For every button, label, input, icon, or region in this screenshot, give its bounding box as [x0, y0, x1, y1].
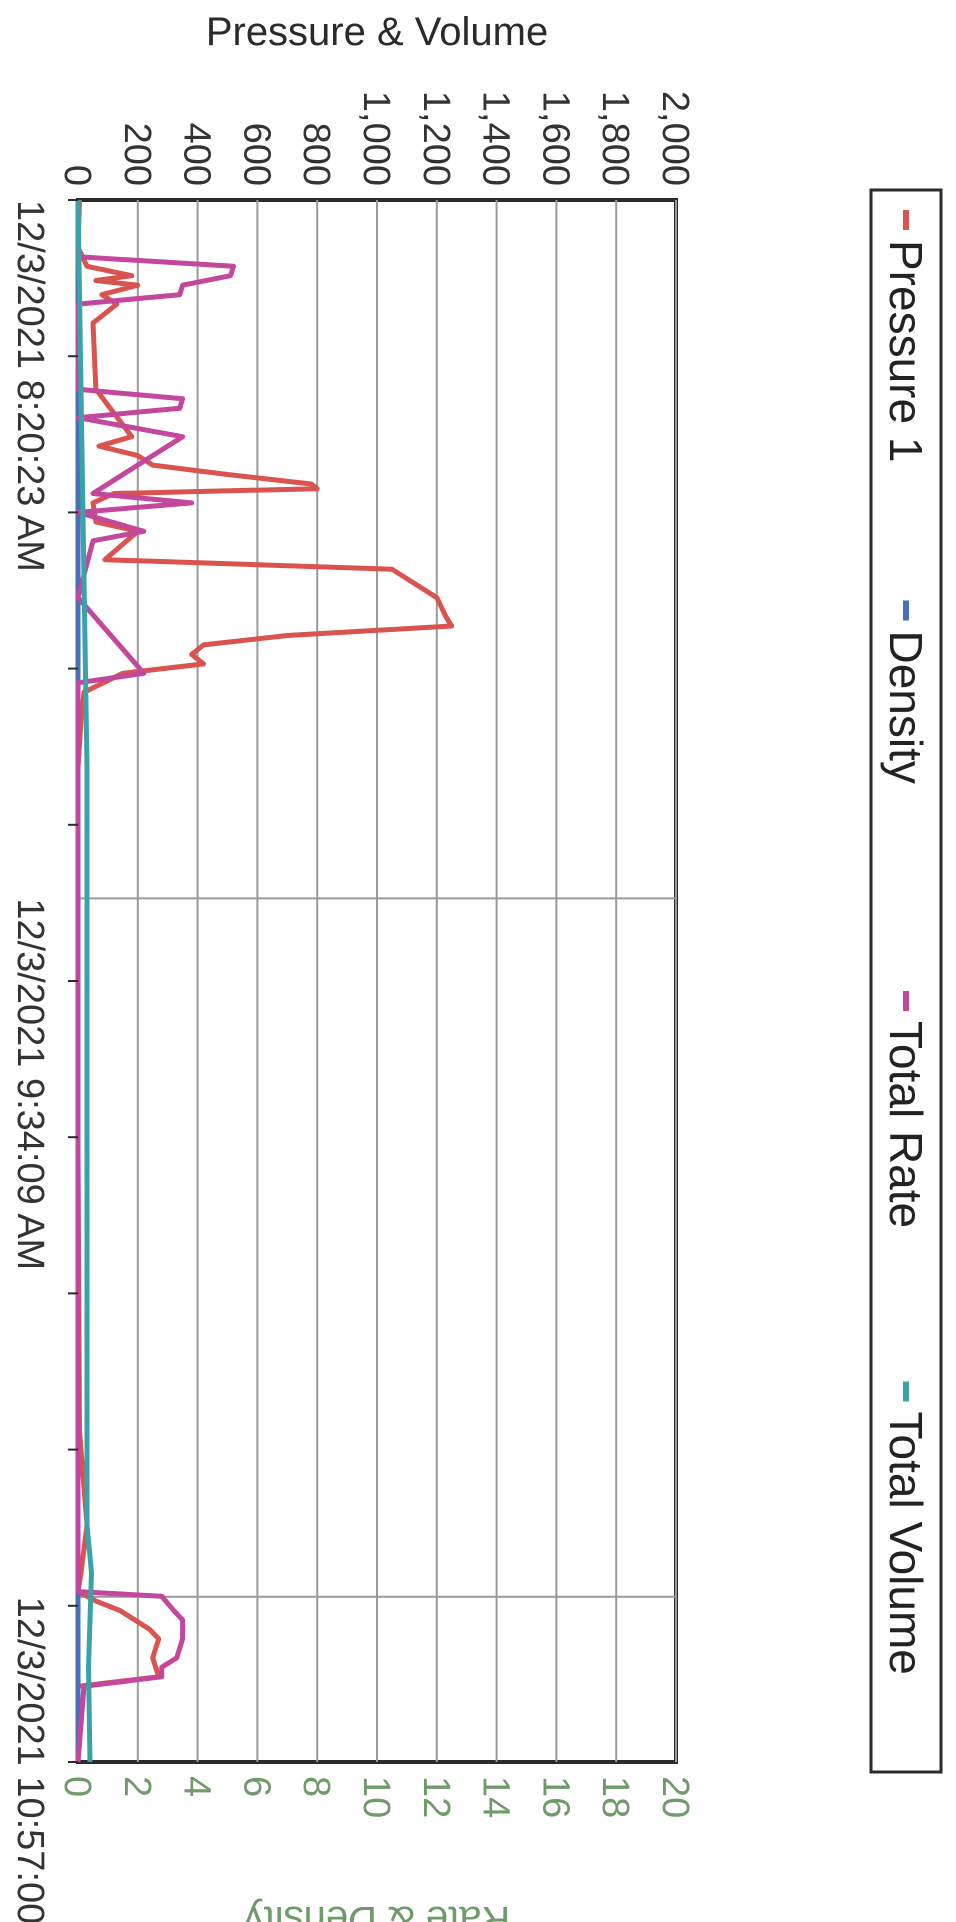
x-tick-label: 12/3/2021 9:34:09 AM: [9, 898, 51, 1270]
left-tick-label: 200: [116, 123, 158, 186]
right-axis-ticks: 0 2 4 6 8 10 12 14 16 18 20: [56, 1776, 696, 1818]
legend-label: Total Volume: [880, 1412, 932, 1675]
series-layer: [75, 199, 455, 1763]
left-tick-label: 400: [176, 123, 218, 186]
left-tick-label: 1,200: [415, 91, 457, 186]
right-tick-label: 2: [116, 1776, 158, 1797]
right-tick-label: 14: [475, 1776, 517, 1818]
right-tick-label: 16: [534, 1776, 576, 1818]
x-tick-label: 12/3/2021 10:57:00 AM: [9, 1597, 51, 1922]
left-tick-label: 1,400: [475, 91, 517, 186]
right-tick-label: 18: [594, 1776, 636, 1818]
right-tick-label: 6: [235, 1776, 277, 1797]
left-axis-title: Pressure & Volume: [206, 10, 548, 54]
left-tick-label: 1,800: [594, 91, 636, 186]
left-tick-label: 1,000: [355, 91, 397, 186]
left-tick-label: 800: [295, 123, 337, 186]
x-tick-label: 12/3/2021 8:20:23 AM: [9, 200, 51, 572]
right-tick-label: 4: [176, 1776, 218, 1797]
left-tick-label: 600: [235, 123, 277, 186]
legend-label: Total Rate: [880, 1021, 932, 1228]
legend: Pressure 1 Density Total Rate Total Volume: [869, 188, 943, 1774]
right-tick-label: 0: [56, 1776, 98, 1797]
series-line-total-volume: [75, 199, 94, 1763]
right-tick-label: 12: [415, 1776, 457, 1818]
right-tick-label: 10: [355, 1776, 397, 1818]
legend-box: [869, 188, 943, 1774]
right-tick-label: 8: [295, 1776, 337, 1797]
right-tick-label: 20: [654, 1776, 696, 1818]
left-tick-label: 2,000: [654, 91, 696, 186]
legend-label: Density: [880, 631, 932, 784]
left-tick-label: 1,600: [534, 91, 576, 186]
series-line-pressure-1: [75, 199, 455, 1762]
right-axis-title: Rate & Density: [244, 1898, 511, 1922]
left-tick-label: 0: [56, 165, 98, 186]
x-axis-ticks: 12/3/2021 8:20:23 AM 12/3/2021 9:34:09 AM…: [9, 199, 78, 1922]
left-axis-ticks: 0 200 400 600 800 1,000 1,200 1,400 1,600 1,800 2,…: [56, 91, 696, 186]
series-line-total-rate: [75, 200, 236, 1763]
grid: [77, 200, 677, 1762]
legend-label: Pressure 1: [880, 240, 932, 462]
